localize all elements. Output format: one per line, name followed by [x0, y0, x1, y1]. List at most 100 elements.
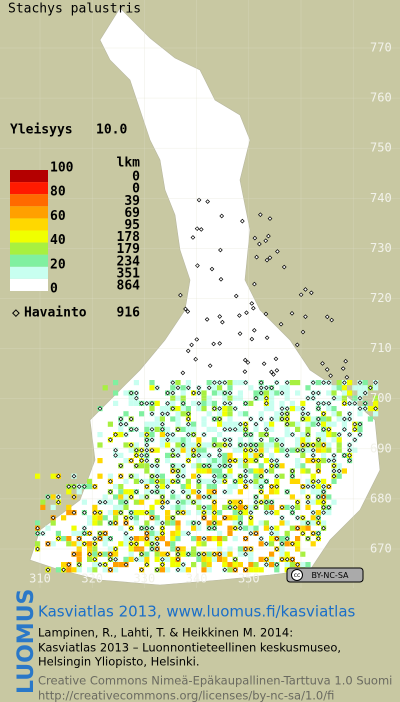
cell — [170, 530, 176, 536]
dot — [209, 266, 215, 272]
cell — [211, 536, 217, 542]
dot — [269, 369, 274, 375]
cell — [326, 406, 332, 412]
dot — [76, 562, 82, 567]
cell — [269, 551, 275, 557]
dot — [165, 401, 170, 406]
cell — [227, 562, 233, 568]
legend-swatch — [10, 194, 48, 207]
dot — [331, 473, 337, 479]
dot — [316, 468, 321, 474]
cell — [258, 447, 264, 453]
dot — [56, 536, 61, 541]
dot — [252, 281, 257, 287]
dot — [274, 437, 280, 443]
dot — [267, 216, 273, 221]
cell — [295, 536, 301, 542]
legend-scale: 60 — [50, 209, 66, 224]
dot — [261, 361, 267, 367]
cell — [71, 541, 77, 547]
cell — [217, 541, 223, 547]
cell — [269, 536, 275, 542]
cell — [341, 385, 347, 391]
cell — [76, 530, 82, 536]
dot — [243, 427, 248, 432]
dot — [232, 525, 238, 531]
dot — [300, 447, 306, 453]
cell — [211, 458, 217, 464]
cell — [191, 489, 197, 495]
cell — [180, 530, 186, 536]
dot — [97, 499, 103, 505]
dot — [118, 473, 124, 479]
dot — [264, 541, 269, 547]
dot — [253, 494, 259, 500]
dot — [274, 562, 280, 567]
cell — [170, 504, 176, 510]
cell — [284, 426, 290, 432]
cell — [206, 536, 212, 542]
dot — [154, 473, 160, 479]
cell — [154, 421, 160, 427]
dot — [149, 401, 155, 406]
cell — [144, 478, 150, 484]
dot — [269, 525, 274, 531]
cell — [336, 385, 342, 391]
dot — [248, 531, 254, 536]
dot — [252, 235, 258, 241]
dot — [170, 489, 176, 495]
dot — [243, 505, 248, 510]
cell — [180, 484, 186, 490]
dot — [160, 531, 165, 536]
dot — [284, 536, 290, 541]
cell — [341, 395, 347, 401]
cell — [50, 504, 56, 510]
cell — [248, 385, 254, 391]
dot — [331, 395, 337, 401]
cell — [206, 484, 212, 490]
cell — [315, 499, 321, 505]
dot — [128, 390, 134, 396]
dot — [264, 401, 269, 406]
finland-outline — [29, 7, 381, 586]
dot — [134, 557, 139, 562]
cell — [66, 504, 72, 510]
cell — [175, 406, 181, 412]
cell — [196, 541, 202, 547]
cell — [66, 536, 72, 542]
cell — [373, 400, 379, 406]
east-label: 340 — [186, 572, 208, 586]
dot — [243, 380, 248, 385]
cell — [196, 437, 202, 443]
cell — [300, 489, 306, 495]
cell — [211, 468, 217, 474]
cell — [217, 411, 223, 417]
cell — [263, 390, 269, 396]
cell — [269, 437, 275, 443]
cell — [269, 489, 275, 495]
cell — [180, 567, 186, 573]
cell — [175, 562, 181, 568]
dot — [212, 406, 217, 411]
cell — [243, 510, 249, 516]
cell — [154, 520, 160, 526]
dot — [303, 287, 308, 292]
legend-count: 351 — [117, 266, 141, 281]
dot — [128, 473, 134, 479]
cell — [253, 562, 259, 568]
dot — [253, 531, 259, 536]
cell — [66, 510, 72, 516]
dot — [266, 233, 271, 239]
cell — [191, 562, 197, 568]
dot — [321, 499, 326, 505]
cell — [191, 551, 197, 557]
cell — [305, 562, 311, 568]
dot — [244, 310, 249, 316]
dot — [175, 479, 181, 484]
dot — [113, 453, 118, 458]
cell — [175, 395, 181, 401]
dot — [284, 406, 290, 411]
dot — [232, 427, 238, 432]
cell — [40, 504, 46, 510]
legend-count: 95 — [124, 218, 140, 233]
